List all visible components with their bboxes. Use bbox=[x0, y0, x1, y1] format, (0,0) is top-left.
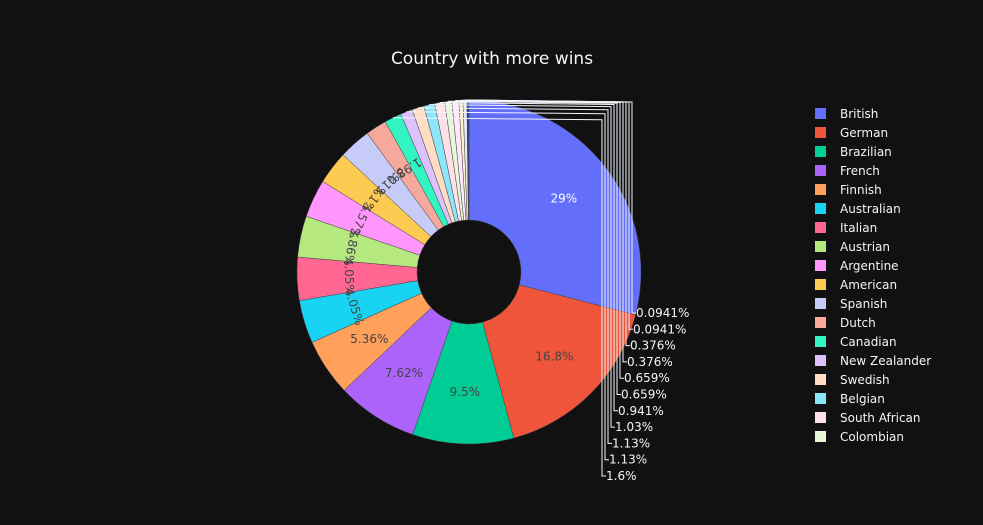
legend-label: Finnish bbox=[840, 183, 882, 197]
slice-label-brazilian: 9.5% bbox=[450, 385, 481, 399]
leader-line-colombian bbox=[448, 100, 621, 395]
legend-label: German bbox=[840, 126, 888, 140]
legend-swatch bbox=[815, 127, 826, 138]
legend-label: American bbox=[840, 278, 897, 292]
legend-item-belgian[interactable]: Belgian bbox=[815, 392, 885, 406]
legend-label: Dutch bbox=[840, 316, 876, 330]
legend-label: Italian bbox=[840, 221, 877, 235]
legend-item-south-african[interactable]: South African bbox=[815, 411, 921, 425]
slice-label-other-22: 0.0941% bbox=[636, 306, 689, 320]
slice-label-swedish: 1.13% bbox=[612, 436, 650, 450]
slice-label-canadian: 1.6% bbox=[606, 469, 637, 483]
legend-swatch bbox=[815, 355, 826, 366]
legend-item-finnish[interactable]: Finnish bbox=[815, 183, 882, 197]
leader-line-other-22 bbox=[468, 99, 636, 314]
slice-label-other-18: 0.659% bbox=[624, 371, 670, 385]
legend-item-australian[interactable]: Australian bbox=[815, 202, 901, 216]
slice-label-colombian: 0.659% bbox=[621, 388, 667, 402]
slice-label-belgian: 1.03% bbox=[615, 420, 653, 434]
slice-label-italian: 4.05% bbox=[341, 257, 357, 296]
legend-item-austrian[interactable]: Austrian bbox=[815, 240, 890, 254]
legend-item-colombian[interactable]: Colombian bbox=[815, 430, 904, 444]
slice-label-french: 7.62% bbox=[385, 366, 423, 380]
legend-swatch bbox=[815, 374, 826, 385]
legend-item-french[interactable]: French bbox=[815, 164, 880, 178]
legend: British German Brazilian French Finnish Austr… bbox=[815, 107, 931, 444]
legend-label: Colombian bbox=[840, 430, 904, 444]
legend-swatch bbox=[815, 412, 826, 423]
legend-label: Swedish bbox=[840, 373, 890, 387]
legend-item-canadian[interactable]: Canadian bbox=[815, 335, 897, 349]
legend-label: British bbox=[840, 107, 878, 121]
legend-item-new-zealander[interactable]: New Zealander bbox=[815, 354, 931, 368]
legend-item-british[interactable]: British bbox=[815, 107, 878, 121]
legend-swatch bbox=[815, 393, 826, 404]
legend-label: Argentine bbox=[840, 259, 899, 273]
slice-label-other-20: 0.376% bbox=[630, 339, 676, 353]
leader-line-south-african bbox=[439, 102, 618, 412]
slice-label-british: 29% bbox=[550, 191, 577, 205]
leader-line-new-zealander bbox=[406, 111, 609, 461]
legend-item-italian[interactable]: Italian bbox=[815, 221, 877, 235]
legend-item-swedish[interactable]: Swedish bbox=[815, 373, 890, 387]
slice-label-south-african: 0.941% bbox=[618, 404, 664, 418]
legend-swatch bbox=[815, 222, 826, 233]
slice-british[interactable] bbox=[468, 99, 642, 316]
legend-swatch bbox=[815, 165, 826, 176]
legend-swatch bbox=[815, 431, 826, 442]
legend-item-american[interactable]: American bbox=[815, 278, 897, 292]
slice-label-finnish: 5.36% bbox=[350, 332, 388, 346]
legend-swatch bbox=[815, 336, 826, 347]
legend-label: Austrian bbox=[840, 240, 890, 254]
legend-label: Belgian bbox=[840, 392, 885, 406]
legend-label: French bbox=[840, 164, 880, 178]
legend-swatch bbox=[815, 146, 826, 157]
legend-item-spanish[interactable]: Spanish bbox=[815, 297, 887, 311]
legend-label: Spanish bbox=[840, 297, 887, 311]
legend-swatch bbox=[815, 108, 826, 119]
legend-label: Brazilian bbox=[840, 145, 892, 159]
slice-label-other-21: 0.0941% bbox=[633, 322, 686, 336]
legend-label: Canadian bbox=[840, 335, 897, 349]
slice-label-new-zealander: 1.13% bbox=[609, 453, 647, 467]
legend-swatch bbox=[815, 279, 826, 290]
legend-swatch bbox=[815, 298, 826, 309]
legend-swatch bbox=[815, 260, 826, 271]
legend-item-german[interactable]: German bbox=[815, 126, 888, 140]
slice-label-other-19: 0.376% bbox=[627, 355, 673, 369]
legend-swatch bbox=[815, 203, 826, 214]
legend-item-brazilian[interactable]: Brazilian bbox=[815, 145, 892, 159]
legend-label: South African bbox=[840, 411, 921, 425]
pie-slices bbox=[296, 99, 642, 445]
slice-label-german: 16.8% bbox=[535, 349, 573, 363]
legend-swatch bbox=[815, 317, 826, 328]
legend-item-argentine[interactable]: Argentine bbox=[815, 259, 899, 273]
chart-title: Country with more wins bbox=[391, 49, 593, 69]
legend-item-dutch[interactable]: Dutch bbox=[815, 316, 876, 330]
leader-line-swedish bbox=[417, 107, 612, 444]
legend-swatch bbox=[815, 241, 826, 252]
legend-swatch bbox=[815, 184, 826, 195]
legend-label: Australian bbox=[840, 202, 901, 216]
leader-line-canadian bbox=[392, 117, 606, 477]
leader-line-belgian bbox=[429, 104, 615, 428]
legend-label: New Zealander bbox=[840, 354, 931, 368]
